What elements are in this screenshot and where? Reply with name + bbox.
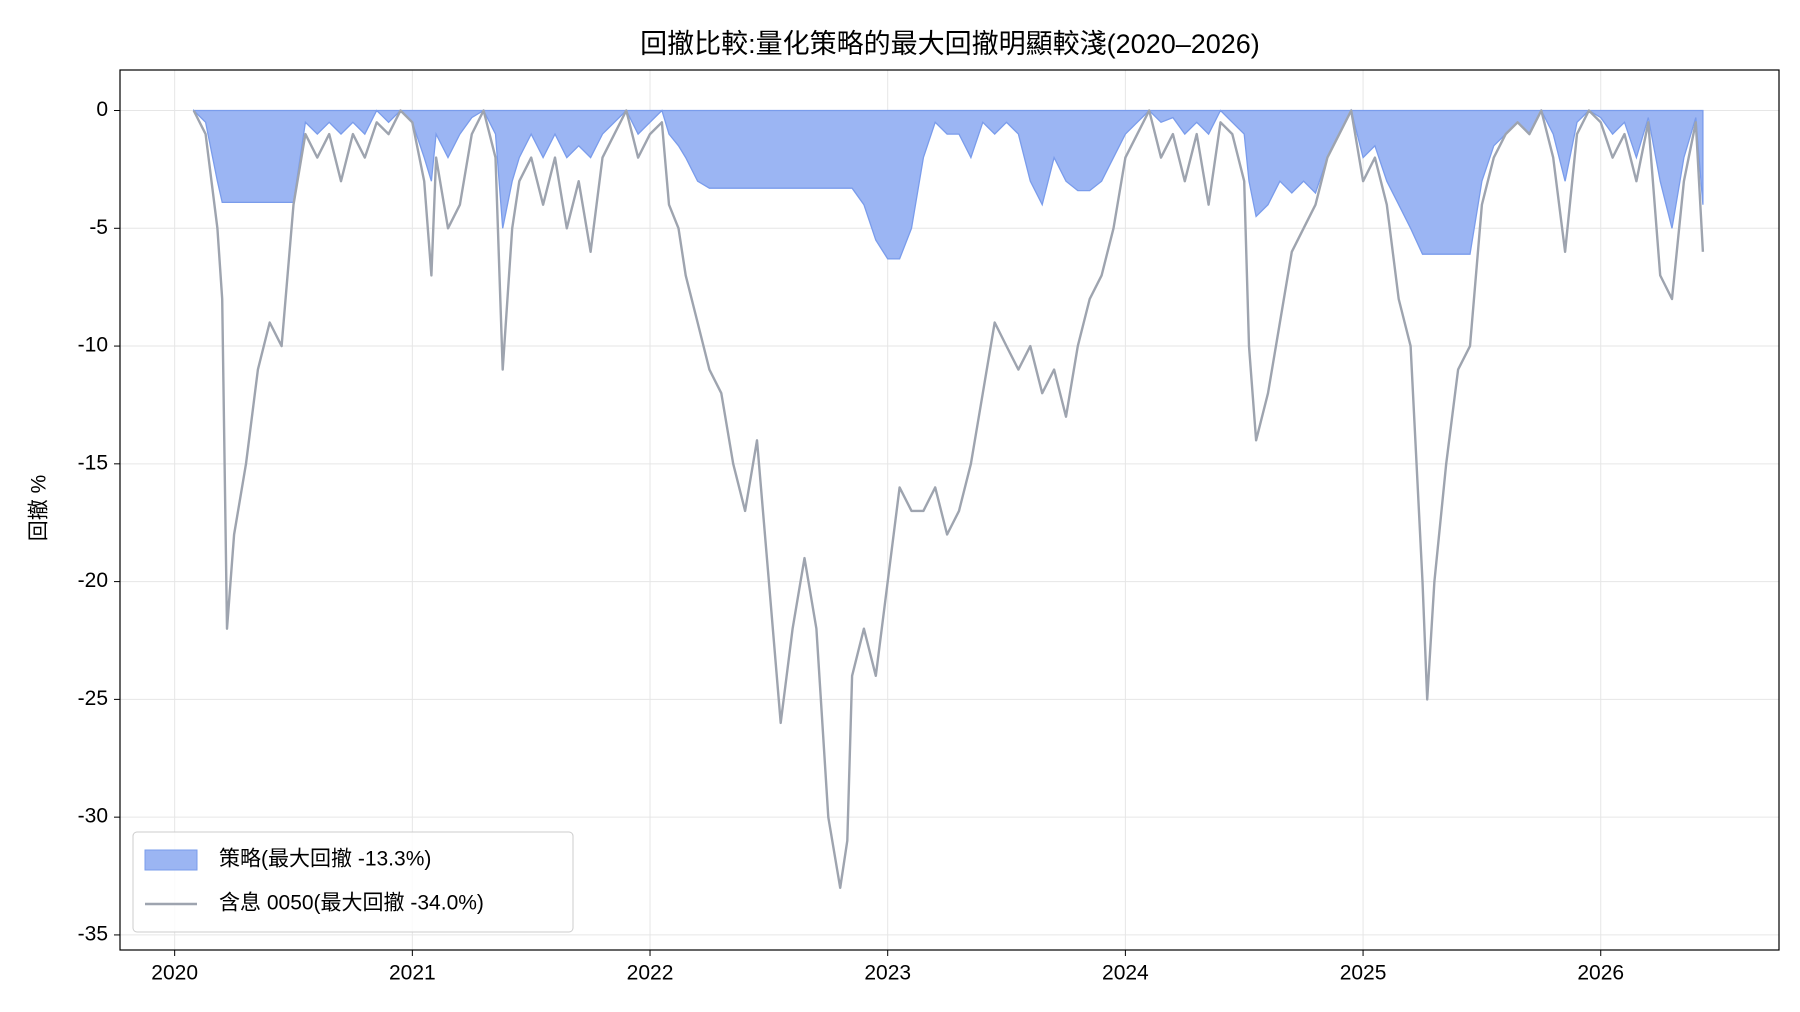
plot-frame xyxy=(119,69,1780,951)
x-tick-label: 2024 xyxy=(1102,962,1149,985)
chart-title: 回撤比較:量化策略的最大回撤明顯較淺(2020–2026) xyxy=(640,29,1260,59)
legend-label: 策略(最大回撤 -13.3%) xyxy=(219,848,431,871)
legend: 策略(最大回撤 -13.3%) 含息 0050(最大回撤 -34.0%) xyxy=(132,831,574,933)
legend-box xyxy=(132,831,574,933)
x-tick-label: 2026 xyxy=(1577,962,1624,985)
legend-swatch xyxy=(144,849,198,871)
x-tick-label: 2021 xyxy=(389,962,436,985)
y-tick-label: -35 xyxy=(78,922,108,945)
y-tick-label: -15 xyxy=(78,451,108,474)
x-tick-label: 2022 xyxy=(627,962,674,985)
x-tick-label: 2023 xyxy=(864,962,911,985)
y-tick-label: -25 xyxy=(78,687,108,710)
y-tick-label: -20 xyxy=(78,569,108,592)
y-tick-label: 0 xyxy=(96,98,108,121)
y-axis-label: 回撤 % xyxy=(28,475,51,542)
y-tick-label: -5 xyxy=(89,216,108,239)
legend-label: 含息 0050(最大回撤 -34.0%) xyxy=(219,892,484,915)
x-tick-label: 2020 xyxy=(151,962,198,985)
line xyxy=(192,109,1705,889)
y-tick-label: -30 xyxy=(78,805,108,828)
y-tick-label: -10 xyxy=(78,334,108,357)
area xyxy=(193,108,1704,260)
x-tick-label: 2025 xyxy=(1340,962,1387,985)
